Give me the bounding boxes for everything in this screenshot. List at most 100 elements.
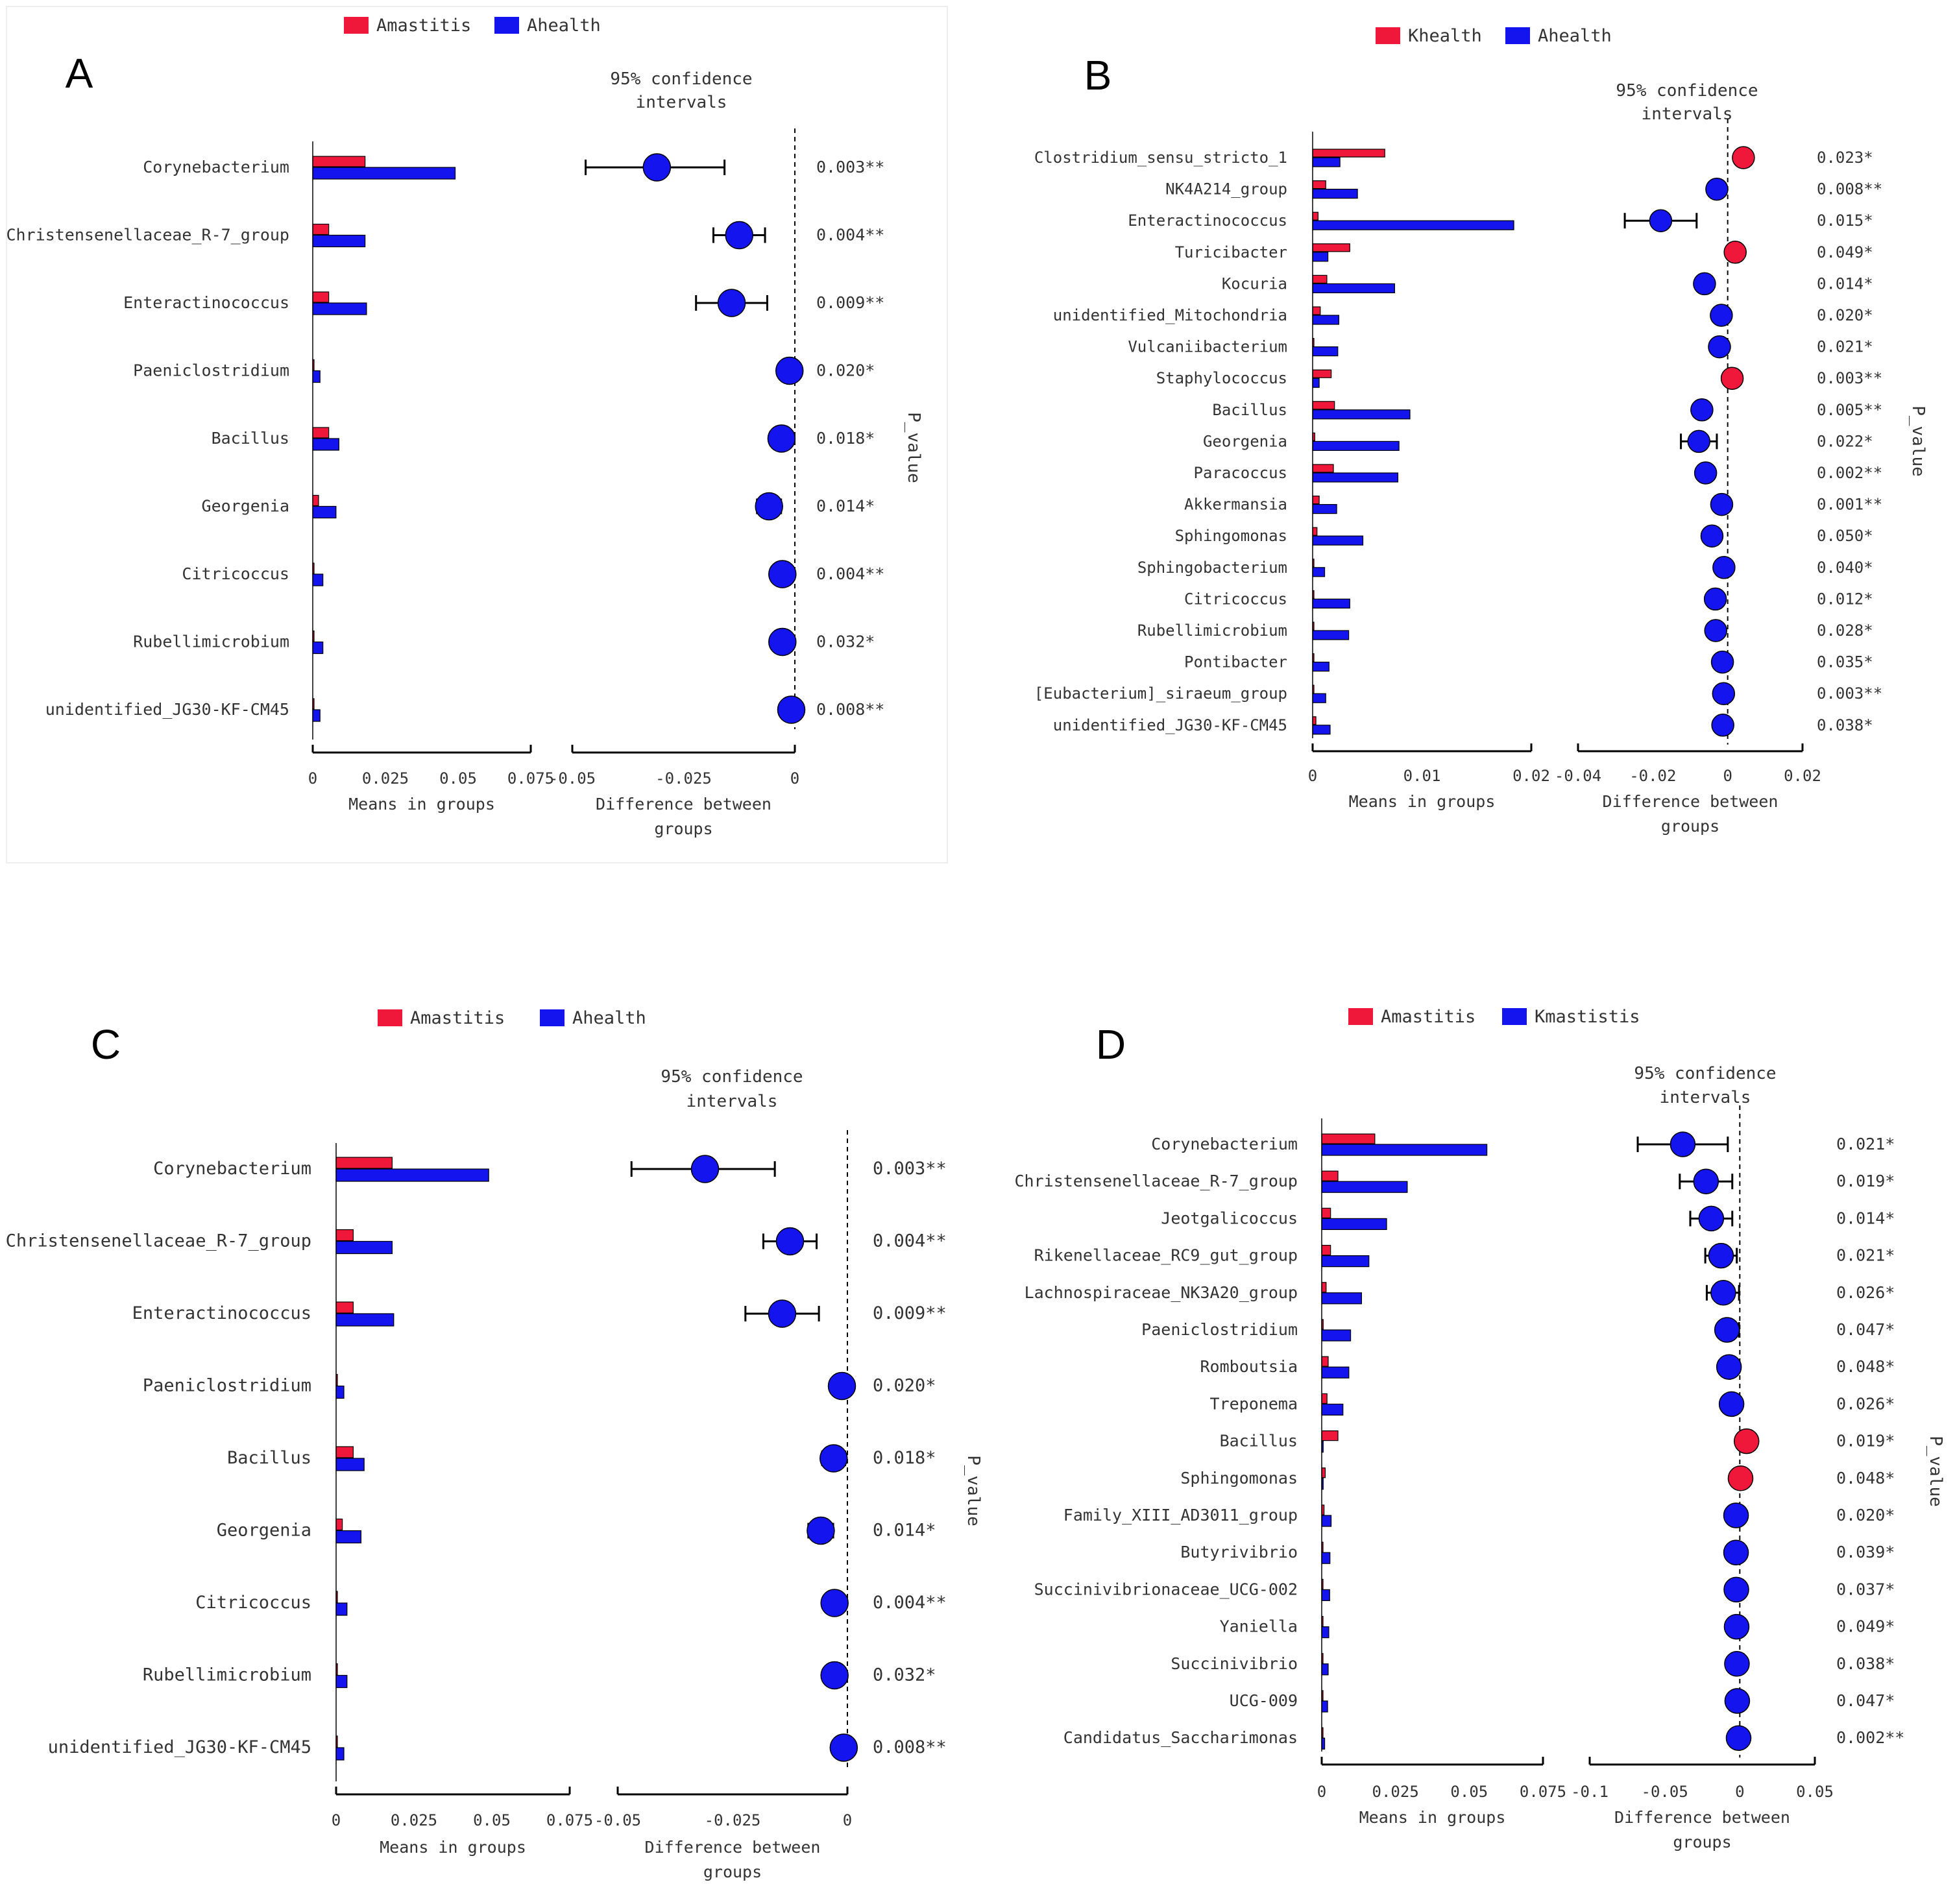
difference-point	[820, 1444, 848, 1473]
bar-amastitis	[335, 1446, 354, 1458]
difference-point	[1690, 398, 1714, 422]
right-tick-label: 0	[1723, 767, 1732, 785]
bar-ahealth	[1312, 157, 1341, 167]
p-value-label: 0.002**	[1836, 1728, 1904, 1747]
category-label: unidentified_JG30-KF-CM45	[48, 1737, 311, 1757]
legend-label: Khealth	[1408, 26, 1482, 46]
p-value-label: 0.028*	[1817, 621, 1873, 640]
difference-point	[1710, 492, 1734, 516]
category-label: Georgenia	[202, 497, 289, 516]
ci-title: 95% confidence intervals	[1634, 1064, 1776, 1107]
ci-title-line1: 95% confidence	[610, 69, 752, 89]
category-label: Pontibacter	[1184, 653, 1287, 671]
bar-ahealth	[1312, 630, 1350, 640]
category-label: Corynebacterium	[143, 158, 289, 176]
panel-letter: C	[91, 1021, 121, 1068]
p-value-axis-label: P_value	[964, 1455, 983, 1526]
difference-point	[1725, 1725, 1752, 1751]
p-value-label: 0.018*	[873, 1448, 936, 1468]
difference-point	[768, 627, 797, 657]
bar-kmastistis	[1321, 1329, 1352, 1342]
category-label: NK4A214_group	[1165, 180, 1287, 199]
right-axis-label: Difference between groups	[645, 1838, 821, 1881]
right-tick-label: 0	[1735, 1783, 1744, 1801]
right-axis-label-line1: Difference between	[1614, 1808, 1790, 1827]
ci-title-line1: 95% confidence	[1616, 81, 1758, 101]
category-label: Bacillus	[227, 1448, 311, 1468]
p-value-label: 0.002**	[1817, 464, 1882, 482]
p-value-label: 0.049*	[1817, 243, 1873, 261]
bar-kmastistis	[1321, 1144, 1488, 1156]
p-value-label: 0.009**	[816, 293, 884, 312]
bar-amastitis	[1321, 1356, 1329, 1367]
right-tick-label: -0.05	[1642, 1783, 1688, 1801]
bar-kmastistis	[1321, 1552, 1331, 1564]
category-label: Citricoccus	[182, 564, 289, 583]
bar-ahealth	[1312, 567, 1326, 577]
p-value-label: 0.003**	[873, 1159, 947, 1179]
difference-point	[1732, 146, 1755, 169]
bar-ahealth	[1312, 346, 1339, 357]
bar-ahealth	[312, 505, 337, 519]
left-tick-label: 0.075	[1520, 1783, 1566, 1801]
difference-point	[1727, 1465, 1754, 1491]
difference-point	[827, 1371, 856, 1401]
p-value-label: 0.001**	[1817, 496, 1882, 514]
bar-ahealth	[335, 1747, 345, 1761]
bar-khealth	[1312, 149, 1385, 158]
p-value-label: 0.047*	[1836, 1691, 1895, 1710]
p-value-axis-label: P_value	[1908, 405, 1928, 477]
bar-ahealth	[1312, 189, 1358, 199]
ci-title-line2: intervals	[686, 1092, 778, 1111]
bar-kmastistis	[1321, 1626, 1330, 1639]
category-label: [Eubacterium]_siraeum_group	[1034, 684, 1287, 703]
category-label: unidentified_JG30-KF-CM45	[45, 700, 289, 719]
legend-label: Ahealth	[1538, 26, 1612, 46]
category-label: Butyrivibrio	[1180, 1543, 1298, 1561]
ci-title-line2: intervals	[1660, 1088, 1751, 1107]
difference-point	[1718, 1391, 1745, 1417]
bar-ahealth	[335, 1385, 345, 1399]
p-value-label: 0.026*	[1836, 1283, 1895, 1302]
difference-point	[1723, 1613, 1750, 1640]
right-tick-label: -0.02	[1629, 767, 1676, 785]
legend-swatch-blue	[540, 1009, 565, 1026]
bar-kmastistis	[1321, 1292, 1362, 1305]
difference-point	[777, 695, 806, 724]
left-axis-label: Means in groups	[348, 795, 495, 813]
p-value-label: 0.003**	[1817, 369, 1882, 387]
panel-a: A Amastitis Ahealth 95% confidence intervals…	[6, 6, 948, 863]
p-value-label: 0.008**	[816, 700, 884, 719]
left-axis-label: Means in groups	[380, 1838, 526, 1857]
right-tick-label: 0.02	[1784, 767, 1821, 785]
bar-khealth	[1312, 495, 1320, 505]
bar-ahealth	[1312, 503, 1337, 514]
p-value-label: 0.040*	[1817, 559, 1873, 577]
p-value-label: 0.021*	[1817, 338, 1873, 356]
bar-amastitis	[335, 1301, 354, 1314]
bar-amastitis	[1321, 1430, 1339, 1441]
bar-kmastistis	[1321, 1218, 1387, 1231]
difference-point	[1723, 1539, 1749, 1565]
difference-point	[1698, 1205, 1725, 1232]
category-label: Christensenellaceae_R-7_group	[1015, 1172, 1298, 1190]
category-label: Citricoccus	[1184, 590, 1287, 608]
bar-khealth	[1312, 306, 1321, 315]
bar-ahealth	[312, 302, 367, 315]
panel-c: C Amastitis Ahealth 95% confidence intervals…	[6, 1008, 983, 1881]
p-value-label: 0.014*	[1836, 1209, 1895, 1227]
bar-kmastistis	[1321, 1181, 1408, 1193]
difference-point	[1693, 272, 1716, 296]
difference-point	[1649, 209, 1673, 232]
ci-title-line2: intervals	[1642, 104, 1733, 124]
bar-ahealth	[1312, 220, 1514, 230]
bar-khealth	[1312, 211, 1319, 221]
category-label: Clostridium_sensu_stricto_1	[1034, 149, 1287, 167]
bar-ahealth	[335, 1240, 393, 1255]
category-label: Enteractinococcus	[132, 1303, 311, 1323]
difference-point	[1703, 587, 1727, 611]
right-tick-label: -0.1	[1571, 1783, 1609, 1801]
difference-point	[1710, 1280, 1736, 1306]
panel-letter: A	[66, 50, 93, 97]
legend-label: Amastitis	[410, 1008, 505, 1028]
